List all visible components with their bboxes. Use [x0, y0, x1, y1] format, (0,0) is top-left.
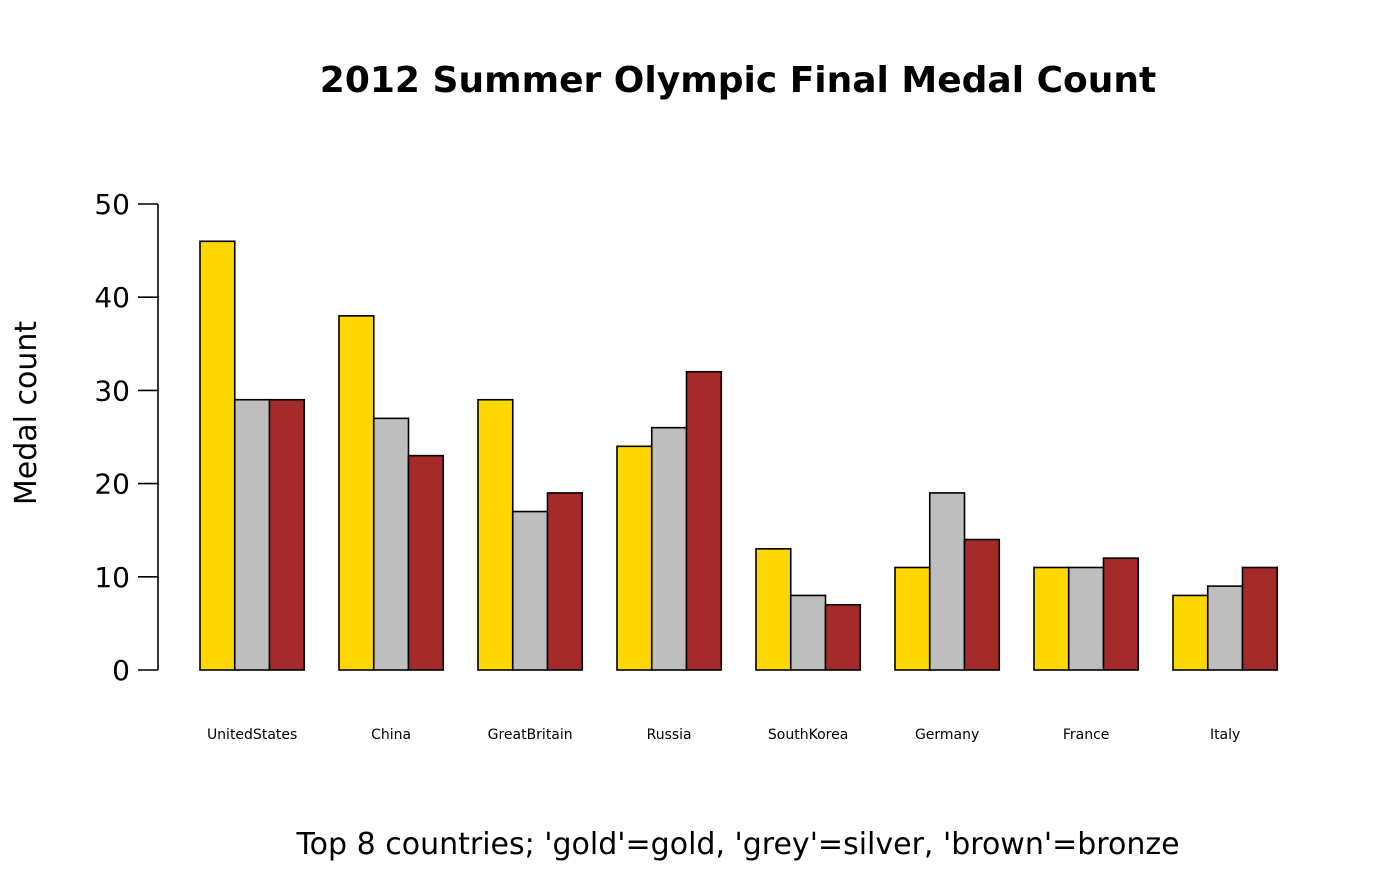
x-tick-label: France — [1063, 727, 1110, 743]
bar — [372, 417, 410, 671]
x-tick-label: Italy — [1210, 727, 1240, 743]
x-tick-label: Russia — [647, 727, 692, 743]
bar — [894, 566, 931, 671]
bar — [1241, 566, 1279, 671]
bar — [789, 594, 827, 671]
y-tick-label: 20 — [94, 468, 130, 501]
category-labels: UnitedStates China GreatBritain Russia South… — [207, 727, 1240, 743]
bar — [546, 492, 584, 671]
y-axis-title: Medal count — [9, 321, 44, 506]
bar — [685, 370, 723, 671]
bar — [1206, 585, 1244, 671]
bar — [650, 426, 688, 671]
y-tick-label: 10 — [94, 561, 130, 594]
y-tick-label: 50 — [94, 188, 130, 221]
x-axis-title: Top 8 countries; 'gold'=gold, 'grey'=sil… — [295, 827, 1179, 862]
bar — [233, 398, 271, 671]
bar — [928, 492, 966, 671]
x-tick-label: Germany — [915, 727, 979, 743]
bar — [511, 510, 549, 671]
bar — [338, 315, 375, 671]
bar — [268, 398, 306, 671]
bar — [824, 603, 862, 671]
x-tick-label: UnitedStates — [207, 727, 297, 743]
bar — [199, 240, 236, 671]
x-tick-label: GreatBritain — [488, 727, 573, 743]
bar — [1067, 566, 1105, 671]
bar — [755, 548, 792, 671]
bar — [1172, 594, 1209, 671]
y-tick-label: 40 — [94, 281, 130, 314]
y-tick-label: 30 — [94, 374, 130, 407]
bar — [1102, 557, 1140, 671]
y-tick-label: 0 — [112, 654, 130, 687]
bar — [477, 398, 514, 671]
bar-group — [199, 240, 1279, 671]
bar — [616, 445, 653, 671]
bar — [407, 454, 445, 671]
chart-title: 2012 Summer Olympic Final Medal Count — [320, 60, 1156, 101]
y-axis: 0 10 20 30 40 50 — [94, 188, 159, 687]
bar — [963, 538, 1001, 671]
x-tick-label: SouthKorea — [768, 727, 848, 743]
bar — [1033, 566, 1070, 671]
x-tick-label: China — [371, 727, 411, 743]
